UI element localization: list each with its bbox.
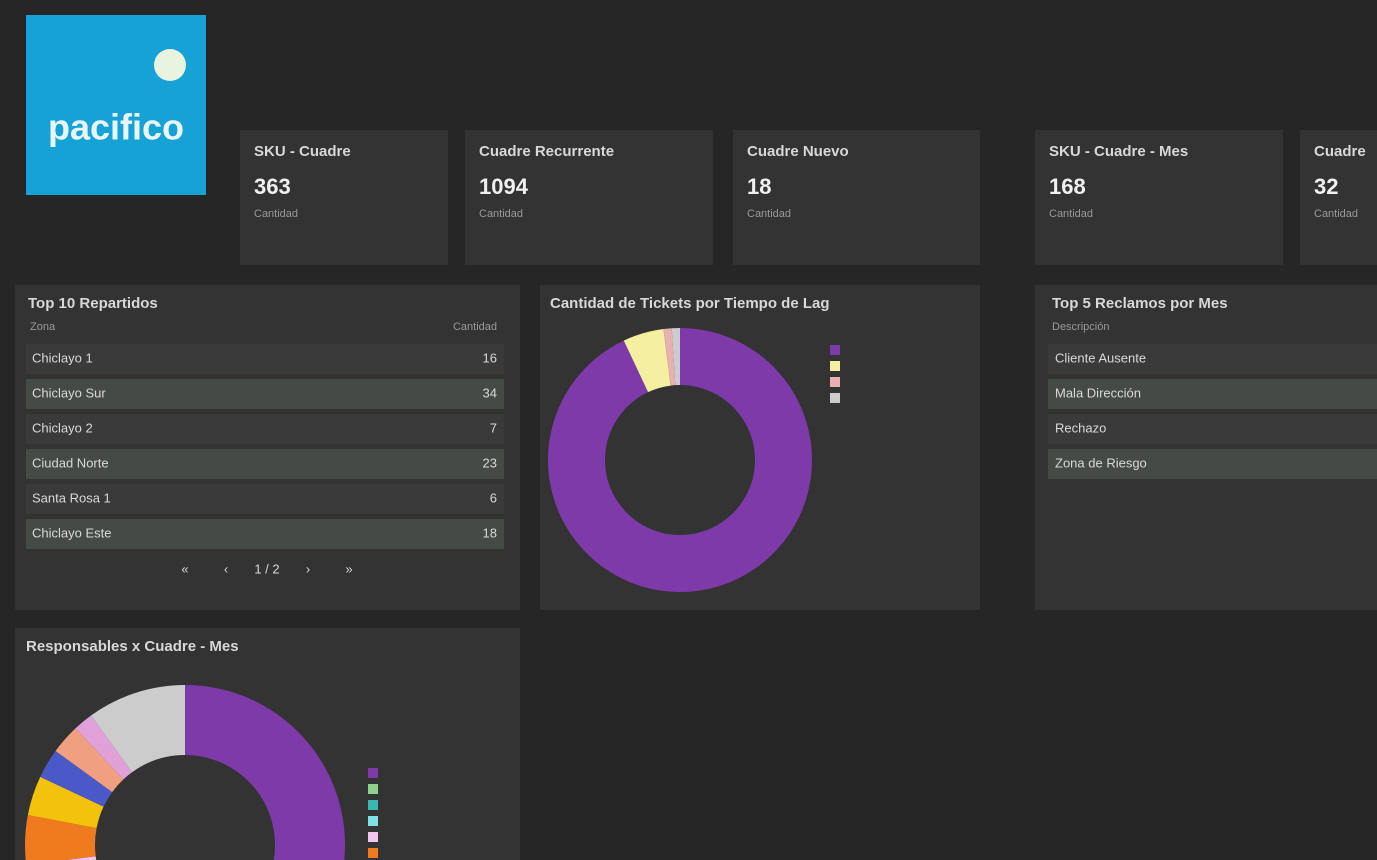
pager-button[interactable]: › xyxy=(306,561,310,576)
kpi-value: 363 xyxy=(254,174,291,199)
kpi-value: 18 xyxy=(747,174,771,199)
cell: Mala Dirección xyxy=(1055,385,1141,400)
legend-swatch xyxy=(368,816,378,826)
legend-swatch xyxy=(368,800,378,810)
cell: Chiclayo Este xyxy=(32,525,111,540)
legend-swatch xyxy=(368,784,378,794)
legend-swatch xyxy=(830,377,840,387)
donut-segment xyxy=(671,328,680,386)
panel-title: Cantidad de Tickets por Tiempo de Lag xyxy=(550,295,830,312)
cell: 7 xyxy=(490,420,497,435)
kpi-value: 168 xyxy=(1049,174,1086,199)
kpi-title: Cuadre Recurrente xyxy=(479,143,614,160)
donut-segment xyxy=(66,856,97,860)
donut-segment xyxy=(90,685,185,773)
cell: Santa Rosa 1 xyxy=(32,490,111,505)
kpi-caption: Cantidad xyxy=(254,208,298,220)
donut-segment xyxy=(547,328,812,592)
kpi-caption: Cantidad xyxy=(747,208,791,220)
kpi-caption: Cantidad xyxy=(479,208,523,220)
legend-swatch xyxy=(830,345,840,355)
donut-segment xyxy=(40,750,113,807)
donut-segment xyxy=(75,715,133,780)
cell: 23 xyxy=(483,455,497,470)
kpi-card xyxy=(1035,130,1283,265)
column-header: Cantidad xyxy=(453,321,497,333)
kpi-title: SKU - Cuadre xyxy=(254,143,351,160)
table-panel xyxy=(15,285,520,610)
kpi-value: 1094 xyxy=(479,174,529,199)
legend-swatch xyxy=(368,768,378,778)
pager-button[interactable]: ‹ xyxy=(224,561,228,576)
kpi-title: Cuadre xyxy=(1314,143,1366,160)
kpi-caption: Cantidad xyxy=(1314,208,1358,220)
logo-text: pacifico xyxy=(48,107,184,148)
panel-title: Top 10 Repartidos xyxy=(28,295,158,312)
cell: 34 xyxy=(483,385,497,400)
cell: Ciudad Norte xyxy=(32,455,109,470)
table-row xyxy=(26,484,504,514)
legend-swatch xyxy=(830,393,840,403)
donut-segment xyxy=(55,728,124,793)
table-row xyxy=(26,519,504,549)
donut-segment xyxy=(24,815,97,860)
column-header: Zona xyxy=(30,321,56,333)
cell: Rechazo xyxy=(1055,420,1106,435)
cell: 18 xyxy=(483,525,497,540)
table-row xyxy=(1048,414,1377,444)
donut-segment xyxy=(27,776,104,829)
legend-swatch xyxy=(368,848,378,858)
table-row xyxy=(1048,449,1377,479)
cell: 16 xyxy=(483,350,497,365)
kpi-card xyxy=(240,130,448,265)
donut-segment xyxy=(185,685,345,860)
logo-dot xyxy=(154,49,186,81)
table-row xyxy=(26,379,504,409)
table-row xyxy=(1048,344,1377,374)
legend-swatch xyxy=(368,832,378,842)
column-header: Descripción xyxy=(1052,321,1109,333)
pager-button[interactable]: « xyxy=(181,561,188,576)
cell: 6 xyxy=(490,490,497,505)
panel-title: Responsables x Cuadre - Mes xyxy=(26,638,239,655)
kpi-caption: Cantidad xyxy=(1049,208,1093,220)
legend-swatch xyxy=(830,361,840,371)
cell: Chiclayo 1 xyxy=(32,350,93,365)
cell: Cliente Ausente xyxy=(1055,350,1146,365)
table-row xyxy=(26,344,504,374)
kpi-card xyxy=(465,130,713,265)
donut-segment xyxy=(663,328,676,386)
logo-box xyxy=(26,15,206,195)
cell: Zona de Riesgo xyxy=(1055,455,1147,470)
top5-panel xyxy=(1035,285,1377,610)
cell: Chiclayo 2 xyxy=(32,420,93,435)
table-row xyxy=(26,449,504,479)
kpi-card xyxy=(733,130,980,265)
kpi-title: SKU - Cuadre - Mes xyxy=(1049,143,1188,160)
donut-segment xyxy=(623,329,671,393)
cell: Chiclayo Sur xyxy=(32,385,106,400)
pager-button[interactable]: 1 / 2 xyxy=(254,561,279,576)
kpi-title: Cuadre Nuevo xyxy=(747,143,849,160)
kpi-card xyxy=(1300,130,1377,265)
panel-title: Top 5 Reclamos por Mes xyxy=(1052,295,1228,312)
table-row xyxy=(26,414,504,444)
table-row xyxy=(1048,379,1377,409)
kpi-value: 32 xyxy=(1314,174,1338,199)
pager-button[interactable]: » xyxy=(345,561,352,576)
